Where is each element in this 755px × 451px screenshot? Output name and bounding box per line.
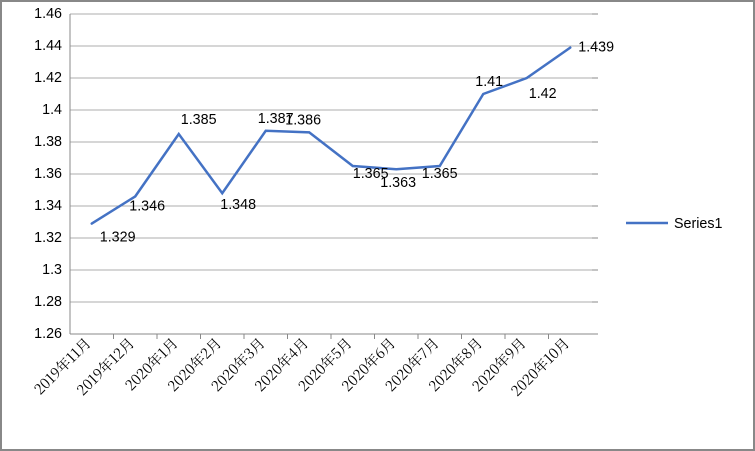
svg-text:1.26: 1.26 <box>34 326 62 342</box>
svg-text:1.28: 1.28 <box>34 294 62 310</box>
svg-text:1.439: 1.439 <box>578 40 614 56</box>
svg-text:1.385: 1.385 <box>181 112 217 128</box>
svg-text:1.365: 1.365 <box>422 166 458 182</box>
svg-text:1.386: 1.386 <box>285 112 321 128</box>
svg-text:1.32: 1.32 <box>34 230 62 246</box>
svg-text:1.41: 1.41 <box>475 74 503 90</box>
svg-text:1.42: 1.42 <box>529 86 557 102</box>
svg-text:1.329: 1.329 <box>100 230 136 246</box>
svg-text:1.36: 1.36 <box>34 166 62 182</box>
svg-text:1.38: 1.38 <box>34 134 62 150</box>
svg-text:1.34: 1.34 <box>34 198 62 214</box>
svg-text:1.346: 1.346 <box>129 198 165 214</box>
svg-text:1.46: 1.46 <box>34 6 62 22</box>
svg-text:Series1: Series1 <box>674 216 723 232</box>
svg-text:1.348: 1.348 <box>220 197 256 213</box>
svg-text:1.44: 1.44 <box>34 38 62 54</box>
svg-text:1.42: 1.42 <box>34 70 62 86</box>
svg-text:1.363: 1.363 <box>380 175 416 191</box>
svg-text:1.3: 1.3 <box>42 262 62 278</box>
svg-text:1.4: 1.4 <box>42 102 62 118</box>
